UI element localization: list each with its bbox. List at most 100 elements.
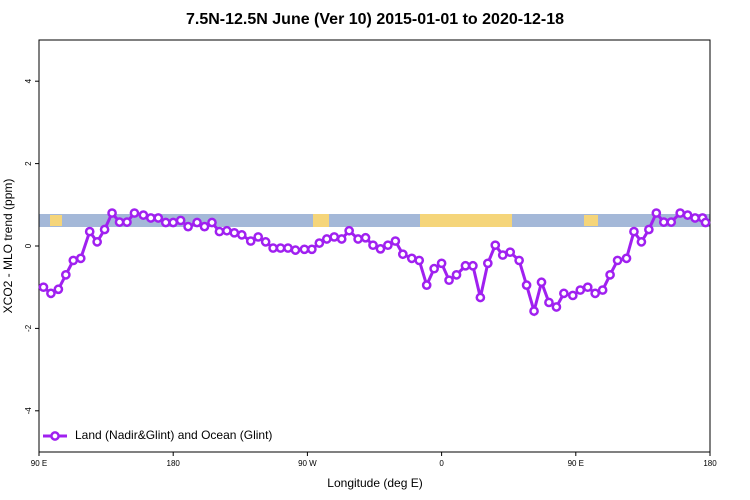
data-point bbox=[344, 225, 355, 236]
data-point bbox=[353, 234, 363, 244]
data-point bbox=[307, 244, 317, 255]
data-point bbox=[268, 243, 278, 253]
data-point bbox=[690, 213, 700, 223]
data-point bbox=[460, 260, 471, 271]
data-point bbox=[700, 217, 711, 228]
data-point bbox=[275, 243, 286, 253]
data-point bbox=[129, 208, 140, 218]
data-point bbox=[559, 288, 569, 299]
data-point bbox=[444, 275, 454, 286]
data-point bbox=[421, 280, 432, 290]
y-tick-label: -4 bbox=[24, 407, 33, 415]
data-point bbox=[551, 302, 562, 312]
data-point bbox=[636, 237, 647, 247]
data-point bbox=[597, 285, 608, 295]
data-point bbox=[368, 240, 378, 251]
data-point bbox=[245, 236, 256, 246]
y-axis-label: XCO2 - MLO trend (ppm) bbox=[1, 179, 15, 314]
data-point bbox=[482, 258, 493, 269]
data-point bbox=[436, 258, 447, 269]
data-point bbox=[429, 263, 439, 274]
data-point bbox=[397, 249, 408, 260]
data-point bbox=[229, 227, 240, 238]
series-line bbox=[42, 210, 707, 317]
data-point bbox=[336, 234, 347, 244]
data-point bbox=[214, 226, 225, 237]
data-point bbox=[283, 243, 293, 253]
data-point bbox=[529, 306, 539, 316]
data-point bbox=[183, 221, 193, 232]
data-point bbox=[329, 232, 340, 242]
data-point bbox=[236, 230, 247, 240]
data-point bbox=[138, 210, 149, 220]
x-tick-label: 0 bbox=[439, 459, 444, 468]
data-point bbox=[590, 288, 601, 299]
chart-title: 7.5N-12.5N June (Ver 10) 2015-01-01 to 2… bbox=[186, 11, 564, 28]
data-point bbox=[505, 247, 516, 258]
data-point bbox=[497, 250, 508, 260]
y-tick-label: 0 bbox=[24, 243, 33, 248]
data-point bbox=[290, 245, 301, 255]
data-point bbox=[314, 238, 325, 248]
data-point bbox=[84, 226, 95, 237]
data-point bbox=[612, 255, 623, 266]
data-point bbox=[160, 217, 171, 228]
data-point bbox=[375, 244, 386, 254]
data-point bbox=[682, 210, 693, 220]
data-point bbox=[414, 255, 425, 266]
data-point bbox=[207, 217, 217, 228]
data-point bbox=[468, 260, 478, 271]
data-point bbox=[666, 217, 677, 227]
data-point bbox=[490, 240, 501, 251]
legend-label: Land (Nadir&Glint) and Ocean (Glint) bbox=[75, 428, 272, 442]
x-tick-label: 90 W bbox=[298, 459, 317, 468]
data-point bbox=[122, 217, 132, 227]
data-point bbox=[629, 226, 639, 237]
legend-marker bbox=[50, 431, 60, 441]
x-tick-label: 180 bbox=[167, 459, 181, 468]
x-tick-label: 90 E bbox=[568, 459, 584, 468]
data-point bbox=[199, 221, 210, 232]
data-point bbox=[544, 297, 554, 308]
data-point bbox=[582, 282, 593, 293]
x-tick-label: 180 bbox=[703, 459, 717, 468]
data-point bbox=[621, 253, 632, 264]
data-point bbox=[451, 269, 462, 280]
data-point bbox=[46, 288, 56, 299]
data-point bbox=[390, 236, 401, 246]
data-point bbox=[114, 217, 125, 227]
data-point bbox=[68, 255, 79, 266]
data-point bbox=[514, 255, 524, 266]
data-point bbox=[475, 292, 486, 303]
data-point bbox=[536, 277, 547, 288]
data-point bbox=[99, 224, 110, 235]
data-point bbox=[92, 237, 103, 247]
data-point bbox=[192, 217, 202, 228]
data-point bbox=[651, 208, 662, 218]
data-point bbox=[175, 215, 186, 226]
data-point bbox=[658, 217, 669, 227]
data-point bbox=[605, 269, 615, 280]
data-point bbox=[253, 232, 264, 242]
data-point bbox=[60, 269, 71, 280]
data-point bbox=[360, 232, 371, 243]
data-point bbox=[38, 282, 49, 293]
data-point bbox=[383, 240, 393, 251]
data-point bbox=[260, 237, 271, 247]
x-axis-label: Longitude (deg E) bbox=[327, 476, 422, 490]
data-point bbox=[75, 253, 86, 264]
data-point bbox=[321, 234, 332, 244]
data-point bbox=[675, 208, 686, 218]
data-point bbox=[406, 253, 417, 264]
data-point bbox=[644, 224, 654, 235]
y-tick-label: -2 bbox=[24, 324, 33, 332]
data-point bbox=[299, 244, 310, 255]
data-point bbox=[168, 217, 179, 228]
y-tick-label: 4 bbox=[24, 78, 33, 83]
data-point bbox=[567, 290, 578, 301]
data-point bbox=[153, 213, 164, 223]
data-point bbox=[521, 280, 532, 290]
data-point bbox=[145, 213, 156, 223]
data-point bbox=[53, 284, 64, 295]
